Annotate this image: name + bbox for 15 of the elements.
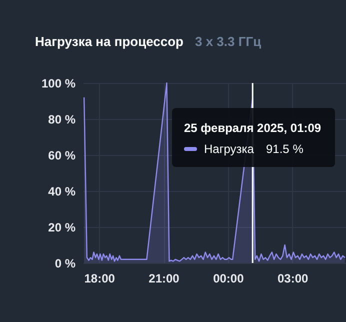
x-tick-label: 00:00	[213, 272, 244, 286]
legend-label: Нагрузка	[204, 142, 254, 156]
x-tick-label: 21:00	[148, 272, 180, 286]
y-tick-label: 80 %	[48, 112, 76, 126]
x-tick-label: 03:00	[277, 272, 308, 286]
y-tick-label: 40 %	[48, 184, 76, 198]
chart-subtitle: 3 x 3.3 ГГц	[195, 34, 262, 49]
annotation: 91.5 %	[266, 142, 304, 156]
y-tick-label: 20 %	[48, 220, 76, 234]
x-tick-label: 18:00	[84, 272, 116, 286]
y-tick-label: 0 %	[54, 256, 76, 270]
annotation: 25 февраля 2025, 01:09	[184, 121, 322, 135]
chart-title: Нагрузка на процессор	[35, 34, 184, 49]
y-tick-label: 60 %	[48, 148, 76, 162]
y-tick-label: 100 %	[41, 76, 76, 90]
